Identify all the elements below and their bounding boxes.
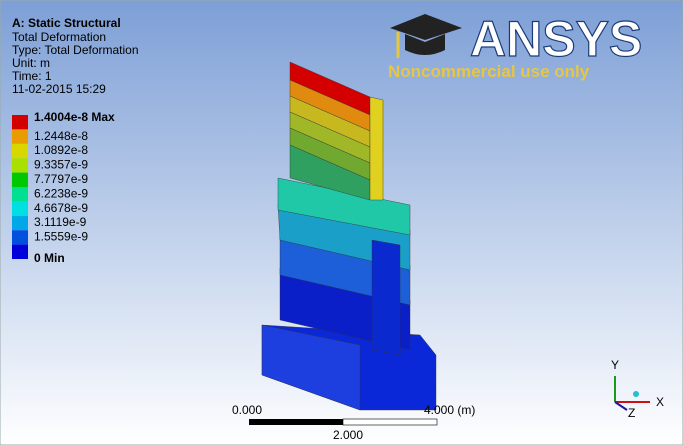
legend-swatch — [12, 158, 28, 172]
scale-segment — [249, 419, 343, 425]
legend-label: 7.7797e-9 — [34, 172, 88, 186]
logo-subtext: Noncommercial use only — [388, 62, 590, 81]
legend-label: 1.4004e-8 Max — [34, 110, 115, 124]
legend-label: 6.2238e-9 — [34, 186, 88, 200]
legend-label: 0 Min — [34, 251, 65, 265]
scale-label: 2.000 — [333, 428, 363, 442]
legend-label: 3.1119e-9 — [34, 215, 87, 229]
legend-swatch — [12, 216, 28, 230]
header-line: 11-02-2015 15:29 — [12, 82, 106, 96]
legend-swatch — [12, 230, 28, 244]
triad-label: Y — [611, 358, 619, 372]
header-line: Type: Total Deformation — [12, 43, 139, 57]
legend-label: 1.5559e-9 — [34, 230, 88, 244]
scale-label: 0.000 — [232, 403, 262, 417]
model-side — [370, 97, 383, 200]
logo-text: ANSYS — [470, 11, 642, 67]
legend-label: 4.6678e-9 — [34, 201, 88, 215]
legend-label: 1.0892e-8 — [34, 143, 88, 157]
header-line: Time: 1 — [12, 69, 52, 83]
triad-label: Z — [628, 406, 635, 420]
legend-swatch — [12, 173, 28, 187]
legend-swatch — [12, 245, 28, 259]
scale-segment — [343, 419, 437, 425]
legend-swatch — [12, 187, 28, 201]
legend-swatch — [12, 115, 28, 129]
viewport: A: Static Structural Total Deformation T… — [0, 0, 683, 445]
header-line: Total Deformation — [12, 30, 106, 44]
analysis-title: A: Static Structural — [12, 16, 121, 30]
model-slot — [372, 240, 400, 355]
legend-label: 9.3357e-9 — [34, 158, 88, 172]
triad-label: X — [656, 395, 664, 409]
legend-swatch — [12, 129, 28, 143]
legend-swatch — [12, 144, 28, 158]
header-line: Unit: m — [12, 56, 50, 70]
legend-label: 1.2448e-8 — [34, 129, 88, 143]
triad-dot — [633, 391, 639, 397]
scale-label: 4.000 (m) — [424, 403, 475, 417]
legend-swatch — [12, 201, 28, 215]
